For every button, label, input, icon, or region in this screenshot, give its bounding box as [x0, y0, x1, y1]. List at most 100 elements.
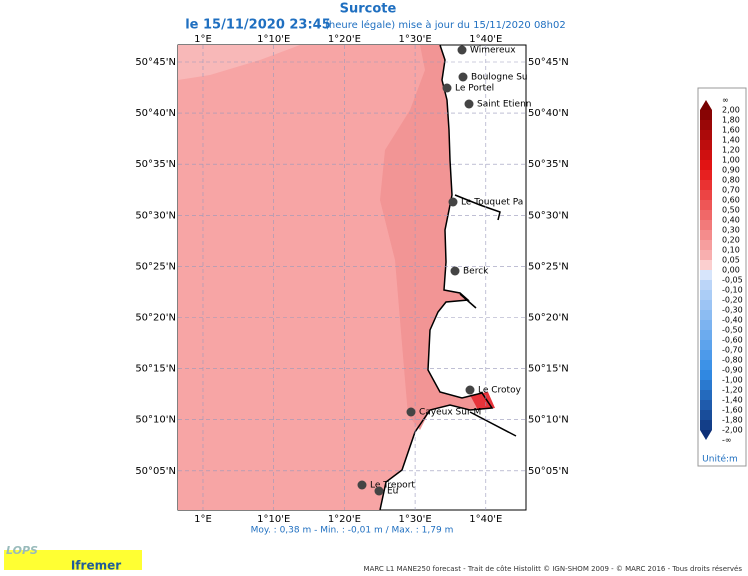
legend-swatch: [700, 160, 712, 170]
river: [469, 411, 517, 437]
lon-label: 1°40'E: [469, 514, 502, 525]
lon-label: 1°30'E: [399, 514, 432, 525]
lat-label: 50°20'N: [528, 313, 569, 324]
legend-swatch: [700, 100, 712, 110]
legend-label: -2,00: [722, 426, 743, 435]
legend-swatch: [700, 260, 712, 270]
place-marker: [458, 72, 468, 82]
lat-label: 50°25'N: [528, 261, 569, 272]
legend-label: -1,60: [722, 406, 743, 415]
legend-label: 0,80: [722, 176, 740, 185]
lon-label: 1°40'E: [469, 34, 502, 45]
place-label: Le Crotoy: [478, 386, 522, 396]
legend-label: 0,00: [722, 266, 740, 275]
legend-label: 1,80: [722, 116, 740, 125]
lat-label: 50°20'N: [135, 313, 176, 324]
legend-label: -1,80: [722, 416, 743, 425]
legend-swatch: [700, 400, 712, 410]
lon-label: 1°20'E: [328, 514, 361, 525]
lat-label: 50°10'N: [135, 415, 176, 426]
legend-swatch: [700, 390, 712, 400]
legend-label: -0,40: [722, 316, 743, 325]
legend-swatch: [700, 120, 712, 130]
legend-swatch: [700, 200, 712, 210]
place-label: Berck: [463, 267, 489, 277]
lon-label: 1°E: [194, 34, 212, 45]
title: Surcote: [340, 2, 397, 17]
legend-label: -0,50: [722, 326, 743, 335]
legend-swatch: [700, 280, 712, 290]
place-marker: [457, 45, 467, 55]
sea-high: [380, 45, 492, 430]
legend-label: 1,20: [722, 146, 740, 155]
legend-label: -0,30: [722, 306, 743, 315]
legend-swatch: [700, 380, 712, 390]
place-label: Le Treport: [370, 481, 415, 491]
legend-swatch: [700, 220, 712, 230]
subtitle: (heure légale) mise à jour du 15/11/2020…: [325, 19, 566, 31]
legend-label: 0,70: [722, 186, 740, 195]
legend-label: -0,60: [722, 336, 743, 345]
legend-swatch: [700, 140, 712, 150]
lon-label: 1°10'E: [257, 34, 290, 45]
legend-swatch: [700, 130, 712, 140]
sea-low: [178, 45, 300, 80]
stats: Moy. : 0,38 m - Min. : -0,01 m / Max. : …: [251, 526, 454, 536]
place-label: Eu: [387, 487, 398, 497]
legend-label: 1,00: [722, 156, 740, 165]
legend-label: 1,60: [722, 126, 740, 135]
lat-label: 50°15'N: [135, 364, 176, 375]
date: le 15/11/2020 23:45: [185, 18, 331, 33]
legend-swatch: [700, 300, 712, 310]
legend-swatch: [700, 330, 712, 340]
legend-swatch: [700, 150, 712, 160]
place-marker: [357, 480, 367, 490]
lat-label: 50°30'N: [528, 210, 569, 221]
place-marker: [448, 197, 458, 207]
legend-swatch: [700, 410, 712, 420]
lat-label: 50°45'N: [135, 57, 176, 68]
river: [459, 293, 477, 309]
legend-label: -∞: [722, 436, 732, 445]
legend-label: 0,60: [722, 196, 740, 205]
legend-swatch: [700, 290, 712, 300]
legend-swatch: [700, 230, 712, 240]
legend-swatch: [700, 340, 712, 350]
lon-label: 1°30'E: [399, 34, 432, 45]
legend-label: 2,00: [722, 106, 740, 115]
legend-label: 0,10: [722, 246, 740, 255]
legend-label: 0,20: [722, 236, 740, 245]
coastline: [379, 44, 494, 511]
lat-label: 50°30'N: [135, 210, 176, 221]
legend-swatch: [700, 430, 712, 440]
lat-label: 50°35'N: [528, 159, 569, 170]
legend-label: ∞: [722, 96, 729, 105]
legend-swatch: [700, 270, 712, 280]
place-marker: [442, 83, 452, 93]
place-marker: [464, 99, 474, 109]
place-label: Wimereux: [470, 46, 516, 56]
lat-label: 50°35'N: [135, 159, 176, 170]
credits: MARC L1 MANE250 forecast - Trait de côte…: [364, 565, 743, 573]
place-label: Le Touquet Pa: [461, 198, 523, 208]
lat-label: 50°05'N: [528, 466, 569, 477]
legend-swatch: [700, 370, 712, 380]
legend-swatch: [700, 190, 712, 200]
lat-label: 50°10'N: [528, 415, 569, 426]
legend-label: -1,00: [722, 376, 743, 385]
legend-swatch: [700, 350, 712, 360]
legend-label: -1,40: [722, 396, 743, 405]
place-marker: [374, 486, 384, 496]
legend-swatch: [700, 210, 712, 220]
legend-label: 0,90: [722, 166, 740, 175]
logo-ifremer: Ifremer: [71, 559, 121, 573]
lon-label: 1°10'E: [257, 514, 290, 525]
legend-label: -0,10: [722, 286, 743, 295]
logo-lops: LOPS: [6, 544, 38, 557]
lat-label: 50°45'N: [528, 57, 569, 68]
lon-label: 1°20'E: [328, 34, 361, 45]
legend-swatch: [700, 240, 712, 250]
logo-band: [4, 550, 142, 570]
